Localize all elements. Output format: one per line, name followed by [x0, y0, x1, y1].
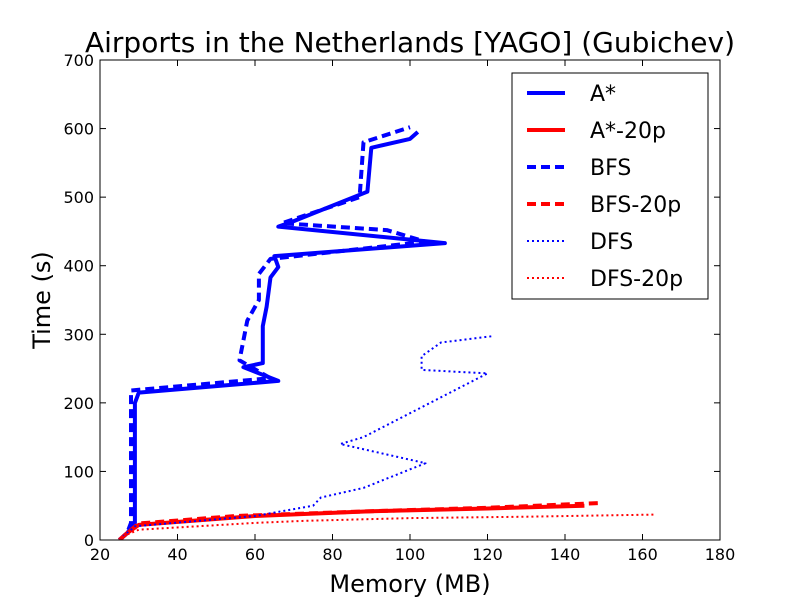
legend-label: DFS-20p	[590, 267, 683, 292]
x-tick-label: 60	[245, 545, 265, 564]
y-tick-label: 500	[63, 188, 94, 207]
y-tick-label: 600	[63, 120, 94, 139]
x-axis: 20 40 60 80 100 120 140 160 180	[90, 60, 735, 564]
x-tick-label: 80	[322, 545, 342, 564]
y-tick-label: 200	[63, 394, 94, 413]
y-tick-label: 300	[63, 325, 94, 344]
y-axis-label: Time (s)	[28, 251, 56, 350]
x-tick-label: 40	[167, 545, 187, 564]
y-axis: 0 100 200 300 400 500 600 700	[63, 51, 720, 550]
x-tick-label: 20	[90, 545, 110, 564]
series-line-dfs	[118, 335, 492, 540]
x-tick-label: 140	[550, 545, 581, 564]
legend-box	[511, 72, 709, 300]
x-axis-label: Memory (MB)	[329, 570, 490, 598]
x-tick-label: 100	[395, 545, 426, 564]
x-tick-label: 160	[627, 545, 658, 564]
legend-label: A*	[590, 82, 616, 107]
y-tick-label: 0	[84, 531, 94, 550]
series-line-dfs-20p	[118, 513, 655, 540]
legend-label: BFS-20p	[590, 193, 681, 218]
legend: A* A*-20p BFS BFS-20p DFS DFS-20p	[511, 72, 709, 300]
y-tick-label: 100	[63, 462, 94, 481]
y-tick-label: 400	[63, 257, 94, 276]
y-tick-label: 700	[63, 51, 94, 70]
chart-title: Airports in the Netherlands [YAGO] (Gubi…	[85, 26, 735, 59]
series-line-bfs	[118, 125, 428, 540]
x-tick-label: 180	[705, 545, 736, 564]
legend-label: BFS	[590, 156, 631, 181]
series-line-a	[118, 130, 447, 540]
legend-label: A*-20p	[590, 119, 666, 144]
x-tick-label: 120	[472, 545, 503, 564]
legend-label: DFS	[590, 230, 633, 255]
series-layer	[118, 125, 655, 540]
